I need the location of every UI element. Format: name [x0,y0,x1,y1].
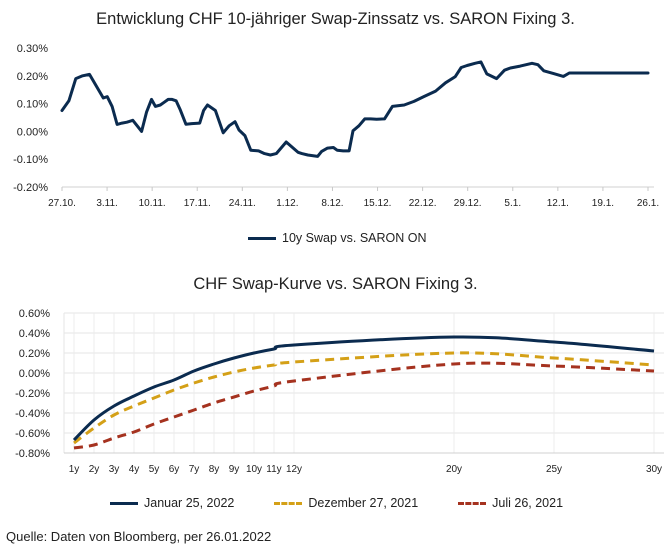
legend-swatch-10y-swap [248,236,276,240]
chart2-legend: Januar 25, 2022 Dezember 27, 2021 Juli 2… [110,496,563,510]
chart1-xtick-label: 3.11. [96,198,118,209]
chart2-xtick-label: 30y [646,464,662,475]
chart2-ytick-label: -0.40% [15,408,50,420]
chart1-xtick-label: 19.1. [592,198,614,209]
chart2-series-dec-2021 [73,351,655,445]
chart1-xtick-label: 29.12. [454,198,482,209]
legend-swatch-jan-2022 [110,501,138,505]
chart1-ytick-label: 0.00% [17,126,48,138]
legend-label-dec-2021: Dezember 27, 2021 [308,496,419,510]
chart2-xtick-label: 2y [89,464,100,475]
chart2-plot: 0.60% 0.40% 0.20% 0.00% -0.20% -0.40% -0.60% -0… [15,308,664,475]
chart2-xtick-label: 10y [246,464,262,475]
chart2-xtick-label: 5y [149,464,160,475]
chart2-xtick-label: 7y [189,464,200,475]
chart2-ytick-label: -0.80% [15,448,50,460]
chart1-xtick-label: 26.1. [637,198,659,209]
legend-swatch-jul-2021 [458,501,487,505]
chart2-xtick-label: 20y [446,464,462,475]
source-note: Quelle: Daten von Bloomberg, per 26.01.2… [6,529,272,544]
chart1-ytick-label: -0.20% [13,182,48,194]
chart1-xtick-label: 17.11. [184,198,211,209]
chart1-title: Entwicklung CHF 10-jähriger Swap-Zinssat… [96,10,575,28]
chart2-ytick-label: -0.20% [15,388,50,400]
chart2-ytick-label: -0.60% [15,428,50,440]
chart1-xtick-label: 12.1. [547,198,569,209]
chart1-xtick-label: 24.11. [229,198,256,209]
chart2-ytick-label: 0.00% [19,368,50,380]
legend-label-jul-2021: Juli 26, 2021 [492,496,564,510]
chart1-ytick-label: 0.10% [17,99,48,111]
legend-label-10y-swap: 10y Swap vs. SARON ON [282,231,427,245]
chart1-legend: 10y Swap vs. SARON ON [248,231,427,245]
chart2-xtick-label: 25y [546,464,562,475]
chart1-ytick-label: 0.20% [17,71,48,83]
chart1-xtick-label: 1.12. [276,198,298,209]
chart1-xtick-label: 8.12. [321,198,343,209]
chart2-series-jul-2021 [73,361,655,450]
chart2-series-jan-2022 [72,335,655,442]
chart2-ytick-label: 0.40% [19,328,50,340]
chart2-xtick-label: 4y [129,464,140,475]
chart1-xtick-label: 5.1. [504,198,521,209]
chart2-xtick-label: 1y [69,464,80,475]
chart1-xtick-label: 15.12. [364,198,392,209]
chart1-xtick-label: 10.11. [139,198,166,209]
legend-label-jan-2022: Januar 25, 2022 [144,496,235,510]
chart1-ytick-label: -0.10% [13,154,48,166]
chart2-xtick-label: 8y [209,464,220,475]
chart2-xtick-label: 12y [286,464,302,475]
chart1-ytick-label: 0.30% [17,43,48,55]
chart2-xtick-label: 3y [109,464,120,475]
chart1-plot: 0.30% 0.20% 0.10% 0.00% -0.10% -0.20%27.10. 3.… [13,43,659,209]
chart1-xtick-label: 27.10. [48,198,76,209]
chart1-xtick-label: 22.12. [409,198,437,209]
chart2-ytick-label: 0.20% [19,348,50,360]
chart2-title: CHF Swap-Kurve vs. SARON Fixing 3. [193,275,478,293]
chart1-series-10y-swap [60,60,650,158]
legend-swatch-dec-2021 [274,501,303,505]
chart2-xtick-label: 11y [266,464,281,475]
chart2-xtick-label: 9y [229,464,240,475]
chart2-ytick-label: 0.60% [19,308,50,320]
chart2-xtick-label: 6y [169,464,180,475]
